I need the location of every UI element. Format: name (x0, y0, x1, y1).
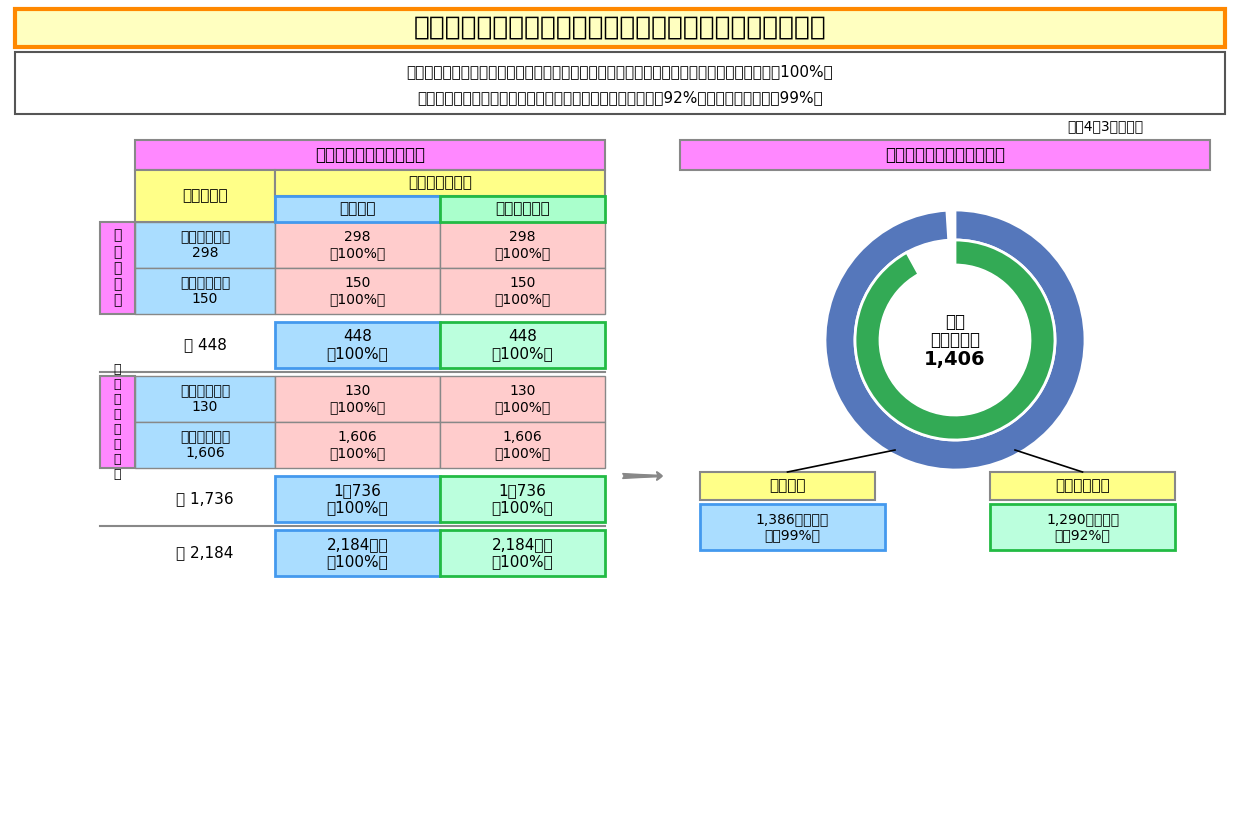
FancyBboxPatch shape (275, 422, 440, 468)
Text: 指定済み河川数: 指定済み河川数 (408, 176, 472, 191)
Text: 〇　洪水ハザードマップの作成率は、想定最大規模対応は約92%、計画規模対応は約99%。: 〇 洪水ハザードマップの作成率は、想定最大規模対応は約92%、計画規模対応は約9… (417, 91, 823, 106)
Text: 1,606
（100%）: 1,606 （100%） (330, 430, 386, 460)
Text: 計 448: 計 448 (184, 338, 227, 353)
FancyBboxPatch shape (440, 530, 605, 576)
Text: 市区町村数: 市区町村数 (930, 331, 980, 349)
Text: 1,406: 1,406 (924, 350, 986, 370)
Text: 計 2,184: 計 2,184 (176, 545, 233, 560)
FancyBboxPatch shape (990, 504, 1176, 550)
Text: 1,386市区町村
（約99%）: 1,386市区町村 （約99%） (756, 512, 830, 542)
Text: 2,184河川
（100%）: 2,184河川 （100%） (326, 537, 388, 570)
Text: 想定最大規模: 想定最大規模 (495, 202, 549, 217)
Text: 国
管
理
河
川: 国 管 理 河 川 (113, 228, 122, 307)
FancyBboxPatch shape (440, 322, 605, 368)
Text: 令和4年3月末時点: 令和4年3月末時点 (1066, 119, 1143, 133)
Text: 448
（100%）: 448 （100%） (326, 328, 388, 361)
FancyBboxPatch shape (135, 422, 275, 468)
FancyBboxPatch shape (440, 268, 605, 314)
Text: 1，736
（100%）: 1，736 （100%） (491, 483, 553, 515)
FancyBboxPatch shape (100, 376, 135, 468)
FancyBboxPatch shape (275, 268, 440, 314)
Wedge shape (906, 240, 955, 275)
Text: 計画規模: 計画規模 (769, 479, 806, 493)
Text: 対象: 対象 (945, 313, 965, 331)
Text: 130
（100%）: 130 （100%） (495, 384, 551, 414)
Text: 水位周知河川
1,606: 水位周知河川 1,606 (180, 430, 231, 460)
FancyBboxPatch shape (275, 322, 440, 368)
FancyBboxPatch shape (701, 504, 885, 550)
FancyBboxPatch shape (135, 376, 275, 422)
FancyBboxPatch shape (680, 140, 1210, 170)
Text: 水位周知河川
150: 水位周知河川 150 (180, 276, 231, 306)
FancyBboxPatch shape (440, 222, 605, 268)
Wedge shape (825, 210, 1085, 470)
FancyBboxPatch shape (440, 376, 605, 422)
Text: 1,606
（100%）: 1,606 （100%） (495, 430, 551, 460)
FancyBboxPatch shape (100, 222, 135, 314)
Text: 洪水ハザードマップの公表: 洪水ハザードマップの公表 (885, 146, 1004, 164)
Text: 298
（100%）: 298 （100%） (330, 230, 386, 260)
Text: 298
（100%）: 298 （100%） (495, 230, 551, 260)
FancyBboxPatch shape (701, 472, 875, 500)
Text: 洪水浸水想定区域の指定: 洪水浸水想定区域の指定 (315, 146, 425, 164)
Text: 洪水予報河川
130: 洪水予報河川 130 (180, 384, 231, 414)
FancyBboxPatch shape (990, 472, 1176, 500)
Text: 150
（100%）: 150 （100%） (330, 276, 386, 306)
Text: 〇　洪水予報河川及び水位周知河川における洪水浸水想定区域（想定最大規模）の指定率は100%。: 〇 洪水予報河川及び水位周知河川における洪水浸水想定区域（想定最大規模）の指定率… (407, 65, 833, 80)
Text: 洪水浸水想定区域の指定と洪水ハザードマップの公表状況: 洪水浸水想定区域の指定と洪水ハザードマップの公表状況 (414, 15, 826, 41)
FancyBboxPatch shape (275, 476, 440, 522)
FancyBboxPatch shape (15, 9, 1225, 47)
Wedge shape (947, 210, 955, 240)
Text: 計画規模: 計画規模 (340, 202, 376, 217)
FancyBboxPatch shape (275, 376, 440, 422)
FancyBboxPatch shape (135, 170, 275, 222)
FancyBboxPatch shape (135, 222, 275, 268)
Wedge shape (856, 240, 1055, 440)
Text: 想定最大規模: 想定最大規模 (1055, 479, 1110, 493)
Circle shape (880, 265, 1030, 415)
Text: 2,184河川
（100%）: 2,184河川 （100%） (491, 537, 553, 570)
Text: 計 1,736: 計 1,736 (176, 491, 234, 507)
Text: 150
（100%）: 150 （100%） (495, 276, 551, 306)
FancyBboxPatch shape (275, 530, 440, 576)
Text: 1，736
（100%）: 1，736 （100%） (326, 483, 388, 515)
FancyBboxPatch shape (135, 268, 275, 314)
FancyBboxPatch shape (440, 422, 605, 468)
Text: 130
（100%）: 130 （100%） (330, 384, 386, 414)
FancyBboxPatch shape (15, 52, 1225, 114)
FancyBboxPatch shape (440, 476, 605, 522)
Text: 都
道
府
県
管
理
河
川: 都 道 府 県 管 理 河 川 (114, 363, 122, 481)
Text: 448
（100%）: 448 （100%） (491, 328, 553, 361)
Text: 対象河川数: 対象河川数 (182, 188, 228, 203)
Text: 1,290市区町村
（約92%）: 1,290市区町村 （約92%） (1045, 512, 1118, 542)
FancyBboxPatch shape (440, 196, 605, 222)
Text: 洪水予報河川
298: 洪水予報河川 298 (180, 230, 231, 260)
FancyBboxPatch shape (275, 170, 605, 196)
FancyBboxPatch shape (135, 140, 605, 170)
FancyBboxPatch shape (275, 196, 440, 222)
FancyBboxPatch shape (275, 222, 440, 268)
